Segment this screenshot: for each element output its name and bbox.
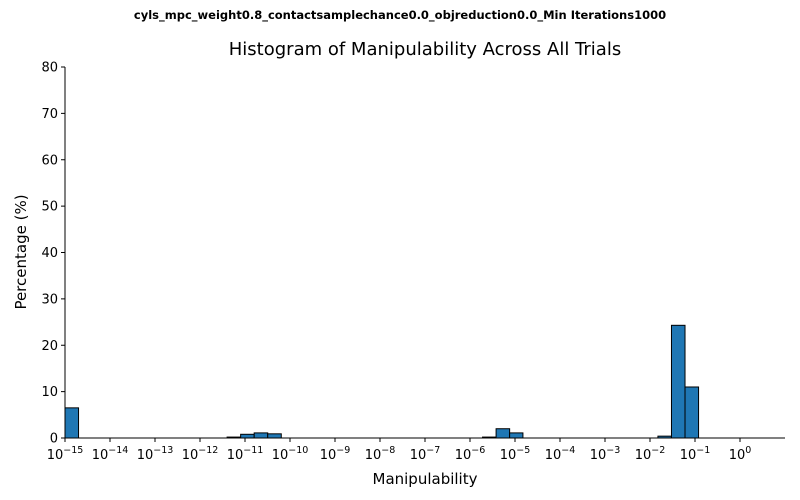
x-tick-label: 100 — [729, 445, 752, 463]
y-tick-label: 20 — [41, 339, 58, 354]
y-tick-label: 10 — [41, 385, 58, 400]
chart-title: Histogram of Manipulability Across All T… — [228, 39, 622, 60]
x-tick-label: 10−10 — [272, 445, 309, 463]
x-axis-label: Manipulability — [372, 470, 478, 488]
x-tick-label: 10−3 — [590, 445, 621, 463]
histogram-bar-3 — [253, 432, 269, 439]
x-tick-label: 10−9 — [320, 445, 351, 463]
x-tick-label: 10−11 — [227, 445, 264, 463]
bars-group — [64, 324, 700, 439]
x-tick-label: 10−13 — [137, 445, 174, 463]
x-tick-label: 10−7 — [410, 445, 441, 463]
histogram-bar-2 — [240, 433, 255, 439]
y-tick-label: 30 — [41, 292, 58, 307]
x-tick-label: 10−12 — [182, 445, 219, 463]
histogram-bar-4 — [267, 433, 282, 439]
y-tick-label: 80 — [41, 61, 58, 76]
y-tick-label: 70 — [41, 107, 58, 122]
histogram-bar-9 — [670, 324, 686, 439]
x-tick-label: 10−8 — [365, 445, 396, 463]
x-tick-label: 10−5 — [500, 445, 531, 463]
histogram-bar-0 — [64, 407, 80, 439]
histogram-bar-6 — [495, 428, 511, 439]
y-tick-label: 40 — [41, 246, 58, 261]
x-tick-label: 10−14 — [92, 445, 129, 463]
axes-group: 0 10 20 30 40 50 60 70 80 10−15 10−14 10−13 10−12 10−… — [41, 61, 785, 463]
x-tick-label: 10−6 — [455, 445, 486, 463]
x-tick-label: 10−15 — [47, 445, 84, 463]
histogram-bar-7 — [509, 432, 524, 439]
x-tick-label: 10−4 — [545, 445, 576, 463]
histogram-bar-10 — [684, 386, 700, 439]
x-tick-label: 10−1 — [680, 445, 711, 463]
y-tick-label: 60 — [41, 153, 58, 168]
x-tick-label: 10−2 — [635, 445, 666, 463]
y-tick-label: 0 — [50, 432, 58, 447]
y-tick-label: 50 — [41, 200, 58, 215]
figure-suptitle: cyls_mpc_weight0.8_contactsamplechance0.… — [133, 8, 667, 22]
